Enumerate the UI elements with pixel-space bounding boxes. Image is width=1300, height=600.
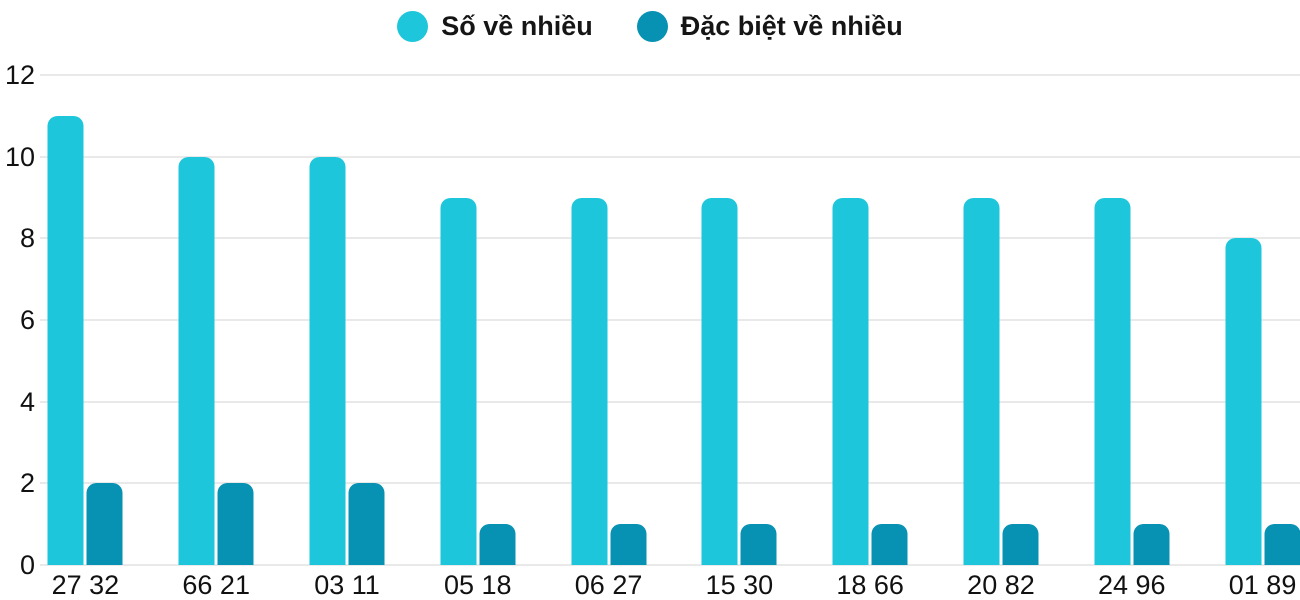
bar-group: 66 21 (151, 75, 282, 600)
bar-so-ve-nhieu[interactable] (963, 197, 1000, 565)
bar-so-ve-nhieu[interactable] (178, 156, 215, 565)
bar-so-ve-nhieu[interactable] (47, 115, 84, 565)
x-axis-category-label: 27 32 (51, 570, 120, 600)
bar-pair (571, 197, 647, 565)
bar-pair (832, 197, 908, 565)
bar-groups: 27 32 66 21 03 11 05 18 06 27 15 30 18 66 20 82… (20, 75, 1300, 600)
legend-label: Đặc biệt về nhiều (680, 11, 903, 41)
gridline-6 (40, 319, 1300, 321)
gridline-2 (40, 482, 1300, 485)
bar-so-ve-nhieu[interactable] (440, 197, 477, 565)
bar-pair (1225, 238, 1300, 565)
bar-dac-biet-ve-nhieu[interactable] (1133, 524, 1170, 565)
bar-dac-biet-ve-nhieu[interactable] (1264, 524, 1300, 565)
bar-dac-biet-ve-nhieu[interactable] (86, 483, 123, 565)
bar-so-ve-nhieu[interactable] (832, 197, 869, 565)
bar-group: 27 32 (20, 75, 151, 600)
bar-pair (309, 156, 385, 565)
bar-pair (963, 197, 1039, 565)
bar-pair (440, 197, 516, 565)
legend-swatch-icon (636, 11, 668, 42)
y-axis-tick-label: 12 (4, 60, 35, 90)
bar-group: 20 82 (936, 75, 1067, 600)
bar-so-ve-nhieu[interactable] (1225, 238, 1262, 565)
gridline-0 (40, 564, 1300, 566)
y-axis-tick-label: 8 (19, 223, 35, 254)
y-axis-tick-label: 4 (19, 386, 35, 417)
x-axis-category-label: 03 11 (314, 570, 380, 600)
bar-group: 15 30 (674, 75, 805, 600)
gridline-8 (40, 237, 1300, 240)
x-axis-category-label: 01 89 (1228, 570, 1297, 600)
bar-dac-biet-ve-nhieu[interactable] (610, 524, 647, 565)
bar-pair (701, 197, 777, 565)
gridline-10 (40, 155, 1300, 158)
x-axis-category-label: 18 66 (836, 570, 904, 600)
bar-dac-biet-ve-nhieu[interactable] (348, 483, 385, 565)
x-axis-category-label: 24 96 (1097, 570, 1166, 600)
legend-swatch-icon (397, 11, 429, 42)
bar-pair (178, 156, 254, 565)
bar-so-ve-nhieu[interactable] (571, 197, 608, 565)
y-axis-tick-label: 2 (19, 468, 35, 499)
bar-dac-biet-ve-nhieu[interactable] (740, 524, 777, 565)
bar-dac-biet-ve-nhieu[interactable] (479, 524, 516, 565)
bar-so-ve-nhieu[interactable] (309, 156, 346, 565)
y-axis-tick-label: 0 (19, 550, 35, 580)
bar-so-ve-nhieu[interactable] (1094, 197, 1131, 565)
x-axis-category-label: 66 21 (182, 570, 250, 600)
y-axis-tick-label: 10 (4, 141, 35, 172)
bar-group: 06 27 (543, 75, 674, 600)
y-axis-tick-label: 6 (19, 305, 35, 335)
bar-group: 18 66 (805, 75, 936, 600)
legend: Số về nhiều Đặc biệt về nhiều (0, 11, 1300, 42)
legend-item-dac-biet-ve-nhieu[interactable]: Đặc biệt về nhiều (636, 11, 903, 42)
bar-dac-biet-ve-nhieu[interactable] (871, 524, 908, 565)
legend-label: Số về nhiều (441, 11, 593, 41)
bar-pair (1094, 197, 1170, 565)
bar-dac-biet-ve-nhieu[interactable] (1002, 524, 1039, 565)
gridline-12 (40, 74, 1300, 76)
bar-group: 24 96 (1066, 75, 1197, 600)
bar-group: 01 89 (1197, 75, 1300, 600)
bar-group: 03 11 (282, 75, 413, 600)
bar-dac-biet-ve-nhieu[interactable] (217, 483, 254, 565)
bar-so-ve-nhieu[interactable] (701, 197, 738, 565)
bar-pair (47, 115, 123, 565)
gridline-4 (40, 400, 1300, 403)
bar-group: 05 18 (412, 75, 543, 600)
legend-item-so-ve-nhieu[interactable]: Số về nhiều (397, 11, 593, 42)
x-axis-category-label: 20 82 (967, 570, 1035, 600)
x-axis-category-label: 05 18 (443, 570, 512, 600)
x-axis-category-label: 06 27 (574, 570, 643, 600)
x-axis-category-label: 15 30 (705, 570, 774, 600)
